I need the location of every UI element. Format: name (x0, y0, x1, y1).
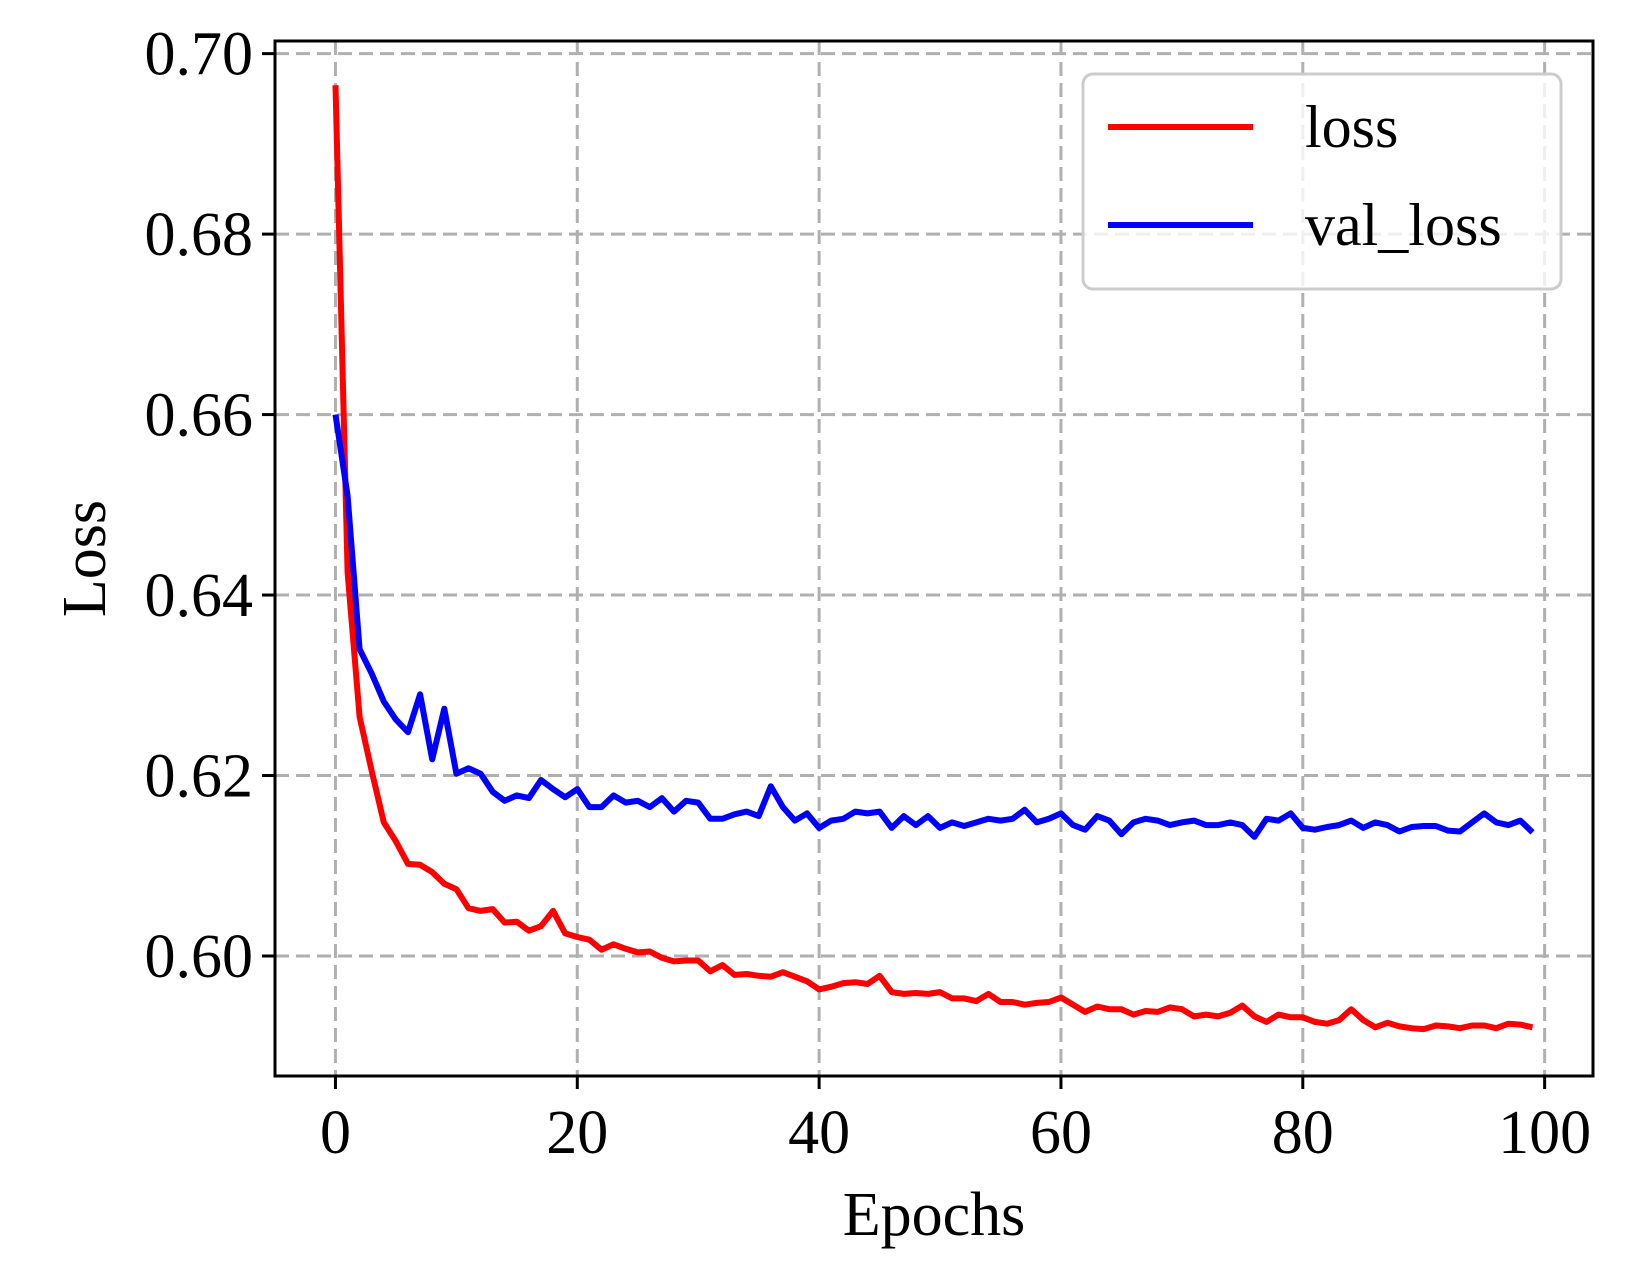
x-axis-label: Epochs (843, 1181, 1026, 1249)
x-tick-label: 20 (546, 1099, 608, 1167)
y-tick-label: 0.66 (145, 382, 254, 450)
y-axis-ticks: 0.60 0.62 0.64 0.66 0.68 0.70 (145, 21, 275, 991)
x-tick-label: 80 (1272, 1099, 1334, 1167)
y-tick-label: 0.62 (145, 743, 254, 811)
y-axis-label: Loss (51, 500, 119, 617)
x-tick-label: 100 (1498, 1099, 1591, 1167)
x-axis-ticks: 0 20 40 60 80 100 (320, 1076, 1591, 1167)
plot-frame (273, 39, 1595, 1078)
y-tick-label: 0.60 (145, 923, 254, 991)
x-tick-label: 40 (788, 1099, 850, 1167)
legend-label-loss: loss (1305, 94, 1398, 160)
series-line-loss (332, 85, 1534, 1033)
legend: loss val_loss (1081, 72, 1563, 291)
y-tick-label: 0.70 (145, 21, 254, 89)
y-tick-label: 0.64 (145, 562, 254, 630)
x-tick-label: 60 (1030, 1099, 1092, 1167)
series-line-val-loss (332, 414, 1535, 840)
y-tick-label: 0.68 (145, 201, 254, 269)
x-tick-label: 0 (320, 1099, 351, 1167)
legend-label-val-loss: val_loss (1305, 192, 1502, 258)
series-layer (332, 85, 1535, 1033)
